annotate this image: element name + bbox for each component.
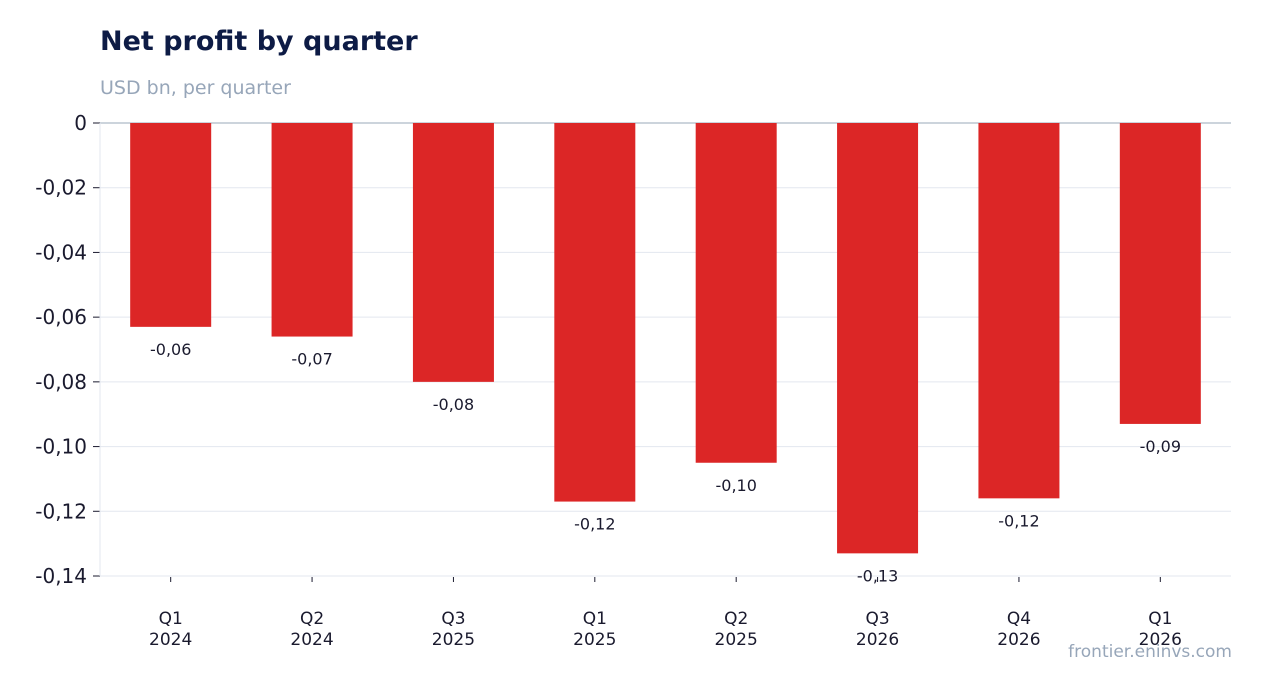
- x-tick-label-quarter: Q3: [865, 609, 889, 629]
- bar: [554, 123, 636, 502]
- data-label: -0,07: [291, 350, 332, 369]
- data-label: -0,12: [574, 515, 615, 534]
- data-label: -0,10: [715, 476, 756, 495]
- bar: [978, 123, 1060, 499]
- x-tick-label-quarter: Q4: [1007, 609, 1031, 629]
- bar: [412, 123, 494, 382]
- x-tick-label-quarter: Q2: [724, 609, 748, 629]
- x-tick-label-year: 2025: [432, 630, 475, 650]
- x-tick-label-year: 2026: [856, 630, 899, 650]
- data-label: -0,13: [857, 566, 898, 585]
- bar: [130, 123, 212, 327]
- x-tick-label-year: 2025: [573, 630, 616, 650]
- y-tick-label: -0,08: [35, 370, 87, 394]
- bar: [271, 123, 353, 337]
- x-tick-label-year: 2026: [1139, 630, 1182, 650]
- x-tick-label-year: 2025: [715, 630, 758, 650]
- data-label: -0,12: [998, 511, 1039, 530]
- data-labels: -0,06 -0,07 -0,08 -0,12 -0,10 -0,13 -0,12 -0,09: [150, 340, 1181, 585]
- data-label: -0,06: [150, 340, 191, 359]
- x-tick-label-year: 2026: [997, 630, 1040, 650]
- x-tick-label-quarter: Q1: [583, 609, 607, 629]
- x-axis: Q12024Q22024Q32025Q12025Q22025Q32026Q420…: [149, 577, 1182, 650]
- x-tick-label-quarter: Q1: [159, 609, 183, 629]
- y-tick-label: -0,06: [35, 305, 87, 329]
- bar: [1119, 123, 1201, 424]
- x-tick-label-quarter: Q1: [1148, 609, 1172, 629]
- y-axis: 0 -0,02 -0,04 -0,06 -0,08 -0,10 -0,12 -0,14: [35, 111, 101, 588]
- x-tick-label-year: 2024: [290, 630, 333, 650]
- x-tick-label-year: 2024: [149, 630, 192, 650]
- y-tick-label: -0,12: [35, 499, 87, 523]
- chart-subtitle: USD bn, per quarter: [100, 77, 291, 99]
- bar: [837, 123, 919, 554]
- y-tick-label: -0,10: [35, 435, 87, 459]
- chart-title: Net profit by quarter: [100, 26, 418, 57]
- x-tick-label-quarter: Q3: [441, 609, 465, 629]
- bars: [130, 123, 1201, 554]
- grid-lines: [100, 122, 1231, 577]
- bar: [695, 123, 777, 463]
- y-tick-label: -0,14: [35, 564, 87, 588]
- y-tick-label: 0: [74, 111, 87, 135]
- data-label: -0,09: [1140, 437, 1181, 456]
- y-tick-label: -0,04: [35, 240, 87, 264]
- x-tick-label-quarter: Q2: [300, 609, 324, 629]
- data-label: -0,08: [433, 395, 474, 414]
- source-credit: frontier.eninvs.com: [1068, 642, 1232, 662]
- y-tick-label: -0,02: [35, 176, 87, 200]
